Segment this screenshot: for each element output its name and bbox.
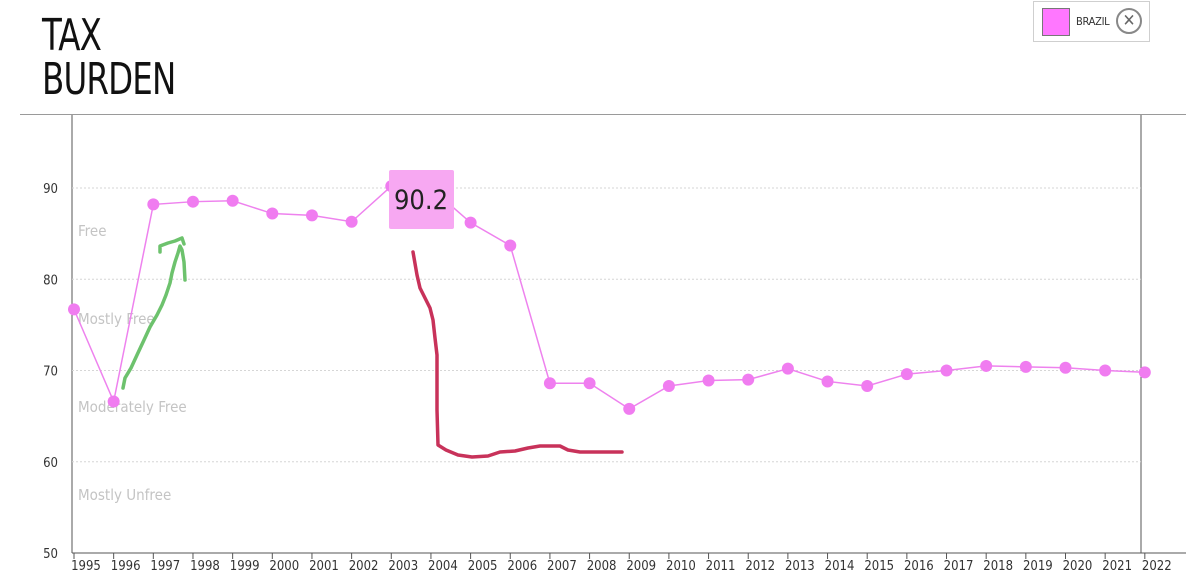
- tooltip-value: 90.2: [394, 185, 448, 216]
- x-tick-label-2001: 2001: [309, 559, 339, 572]
- x-tick-label-1997: 1997: [150, 559, 180, 572]
- data-point-2014: [821, 375, 834, 388]
- x-tick-label-2022: 2022: [1142, 559, 1172, 572]
- y-tick-label-50: 50: [43, 547, 58, 562]
- x-tick-label-2016: 2016: [904, 559, 934, 572]
- tooltip-box: [389, 170, 454, 229]
- data-point-2020: [1059, 361, 1072, 374]
- page-title: TAX BURDEN: [42, 10, 176, 105]
- legend-swatch-brazil[interactable]: [1042, 8, 1070, 36]
- x-tick-label-2003: 2003: [388, 559, 418, 572]
- red-annotation-stroke: [411, 250, 624, 459]
- x-tick-label-2018: 2018: [983, 559, 1013, 572]
- data-point-1995: [68, 303, 80, 316]
- x-tick-label-2010: 2010: [666, 559, 696, 572]
- data-point-1999: [226, 194, 239, 207]
- close-icon[interactable]: ✕: [1116, 8, 1142, 34]
- band-label-2: Moderately Free: [78, 398, 187, 416]
- y-tick-label-80: 80: [43, 273, 58, 288]
- data-point-2021: [1099, 364, 1112, 377]
- x-tick-label-2004: 2004: [428, 559, 458, 572]
- data-point-2008: [583, 377, 596, 390]
- data-point-2012: [742, 373, 755, 386]
- x-tick-label-1996: 1996: [111, 559, 141, 572]
- title-divider: [20, 114, 1186, 115]
- data-point-2002: [345, 215, 358, 228]
- data-point-2015: [861, 380, 874, 393]
- data-point-2007: [543, 377, 556, 390]
- x-tick-label-2013: 2013: [785, 559, 815, 572]
- x-tick-label-2011: 2011: [706, 559, 736, 572]
- data-point-2010: [662, 380, 675, 393]
- legend: BRAZIL ✕: [1033, 1, 1150, 42]
- x-tick-label-1999: 1999: [230, 559, 260, 572]
- x-tick-label-2006: 2006: [507, 559, 537, 572]
- data-point-2006: [504, 239, 517, 252]
- y-tick-label-60: 60: [43, 456, 58, 471]
- x-tick-label-2009: 2009: [626, 559, 656, 572]
- x-tick-label-2005: 2005: [468, 559, 498, 572]
- data-point-1998: [186, 195, 199, 208]
- x-tick-label-2000: 2000: [269, 559, 299, 572]
- title-line-1: TAX: [42, 10, 102, 61]
- data-point-2000: [266, 207, 279, 220]
- x-tick-label-2021: 2021: [1102, 559, 1132, 572]
- x-tick-label-1998: 1998: [190, 559, 220, 572]
- data-point-1997: [147, 198, 160, 211]
- y-tick-label-90: 90: [43, 182, 58, 197]
- x-tick-label-1995: 1995: [71, 559, 101, 572]
- data-point-2001: [305, 209, 318, 222]
- y-tick-label-70: 70: [43, 365, 58, 380]
- x-tick-label-2012: 2012: [745, 559, 775, 572]
- x-tick-label-2020: 2020: [1063, 559, 1093, 572]
- title-line-2: BURDEN: [42, 54, 176, 105]
- x-tick-label-2019: 2019: [1023, 559, 1053, 572]
- data-point-2016: [900, 368, 913, 381]
- data-point-2018: [980, 359, 993, 372]
- data-point-1996: [107, 395, 120, 408]
- data-point-2013: [781, 362, 794, 375]
- green-annotation-stroke: [121, 236, 187, 390]
- band-label-1: Mostly Free: [78, 310, 155, 328]
- data-point-2017: [940, 364, 953, 377]
- data-point-2019: [1019, 360, 1032, 373]
- data-point-2022: [1138, 366, 1151, 379]
- data-point-2011: [702, 374, 715, 387]
- band-label-3: Mostly Unfree: [78, 486, 171, 504]
- band-label-0: Free: [78, 222, 107, 240]
- x-tick-label-2014: 2014: [825, 559, 855, 572]
- series-line-brazil: [73, 185, 1145, 410]
- x-tick-label-2007: 2007: [547, 559, 577, 572]
- x-tick-label-2015: 2015: [864, 559, 894, 572]
- x-tick-label-2008: 2008: [587, 559, 617, 572]
- data-point-2005: [464, 216, 477, 229]
- legend-label-brazil: BRAZIL: [1076, 15, 1110, 28]
- data-point-2009: [623, 402, 636, 415]
- x-tick-label-2017: 2017: [944, 559, 974, 572]
- x-tick-label-2002: 2002: [349, 559, 379, 572]
